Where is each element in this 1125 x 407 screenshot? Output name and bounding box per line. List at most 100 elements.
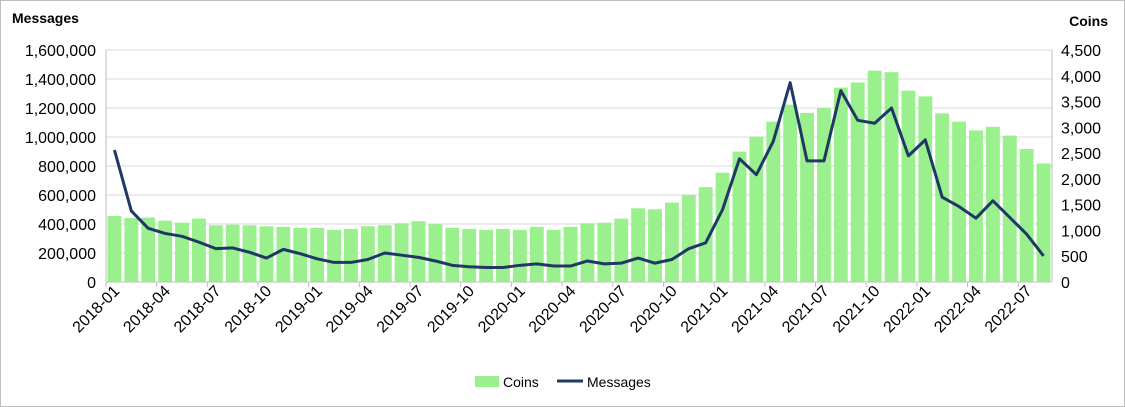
x-tick-label: 2018-04 bbox=[120, 283, 174, 337]
coins-bar bbox=[715, 172, 730, 282]
coins-bars bbox=[107, 70, 1051, 283]
coins-bar bbox=[158, 220, 173, 282]
coins-bar bbox=[766, 121, 781, 282]
x-tick-label: 2018-01 bbox=[70, 283, 124, 337]
left-tick-label: 800,000 bbox=[38, 159, 96, 176]
legend-coins-swatch bbox=[475, 376, 499, 387]
right-tick-label: 4,500 bbox=[1061, 43, 1101, 60]
left-tick-label: 200,000 bbox=[38, 246, 96, 263]
coins-bar bbox=[952, 121, 967, 282]
right-tick-label: 0 bbox=[1061, 275, 1070, 292]
coins-bar bbox=[918, 96, 933, 283]
coins-bar bbox=[698, 187, 713, 282]
legend-coins-label: Coins bbox=[503, 374, 539, 390]
coins-bar bbox=[191, 218, 206, 282]
coins-bar bbox=[225, 224, 240, 282]
coins-bar bbox=[141, 217, 156, 282]
coins-bar bbox=[614, 218, 629, 282]
coins-bar bbox=[783, 104, 798, 282]
messages-line-layer bbox=[113, 81, 1045, 269]
left-tick-label: 600,000 bbox=[38, 188, 96, 205]
x-tick-label: 2020-10 bbox=[627, 283, 681, 337]
coins-bar bbox=[867, 70, 882, 282]
right-tick-label: 1,500 bbox=[1061, 198, 1101, 215]
x-tick-label: 2022-01 bbox=[881, 283, 935, 337]
right-tick-label: 3,000 bbox=[1061, 120, 1101, 137]
x-tick-label: 2020-07 bbox=[577, 283, 631, 337]
left-tick-label: 1,000,000 bbox=[25, 130, 96, 147]
coins-bar bbox=[124, 218, 139, 282]
coins-bar bbox=[901, 90, 916, 283]
coins-bar bbox=[360, 226, 375, 282]
left-tick-label: 1,600,000 bbox=[25, 43, 96, 60]
coins-bar bbox=[597, 222, 612, 282]
coins-bar bbox=[800, 112, 814, 282]
coins-bar bbox=[1036, 163, 1051, 282]
x-tick-label: 2019-10 bbox=[424, 283, 478, 337]
x-tick-label: 2019-04 bbox=[323, 283, 377, 337]
x-tick-label: 2021-04 bbox=[729, 283, 783, 337]
coins-bar bbox=[479, 229, 494, 282]
left-tick-label: 0 bbox=[87, 275, 96, 292]
coins-bar bbox=[327, 229, 341, 282]
right-tick-label: 3,500 bbox=[1061, 95, 1101, 112]
coins-bar bbox=[529, 226, 544, 282]
coins-bar bbox=[394, 223, 409, 282]
x-tick-label: 2021-07 bbox=[779, 283, 833, 337]
coins-bar bbox=[681, 194, 696, 282]
coins-bar bbox=[276, 226, 291, 282]
coins-bar bbox=[512, 229, 527, 282]
coins-bar bbox=[445, 227, 460, 282]
right-tick-label: 2,000 bbox=[1061, 172, 1101, 189]
legend: Coins Messages bbox=[475, 374, 651, 390]
coins-bar bbox=[208, 225, 223, 282]
right-tick-label: 4,000 bbox=[1061, 69, 1101, 86]
coins-bar bbox=[1019, 148, 1034, 282]
coins-bar bbox=[344, 228, 358, 282]
left-tick-label: 1,200,000 bbox=[25, 101, 96, 118]
x-tick-label: 2019-01 bbox=[272, 283, 326, 337]
x-tick-label: 2019-07 bbox=[374, 283, 428, 337]
x-tick-label: 2020-04 bbox=[526, 283, 580, 337]
coins-bar bbox=[749, 136, 764, 282]
coins-bar bbox=[884, 72, 899, 283]
right-tick-label: 1,000 bbox=[1061, 223, 1101, 240]
coins-bar bbox=[850, 82, 865, 282]
coins-bar bbox=[969, 130, 983, 282]
right-tick-label: 500 bbox=[1061, 249, 1088, 266]
coins-bar bbox=[546, 229, 561, 282]
coins-bar bbox=[1002, 135, 1017, 282]
left-tick-label: 400,000 bbox=[38, 217, 96, 234]
coins-bar bbox=[732, 151, 747, 282]
x-tick-label: 2020-01 bbox=[475, 283, 529, 337]
coins-bar bbox=[817, 108, 831, 282]
coins-bar bbox=[563, 226, 578, 282]
left-axis-title: Messages bbox=[12, 10, 79, 26]
legend-messages-label: Messages bbox=[587, 374, 651, 390]
coins-bar bbox=[411, 221, 426, 282]
messages-line bbox=[113, 81, 1045, 269]
coins-bar bbox=[648, 209, 662, 282]
x-tick-label: 2022-04 bbox=[931, 283, 985, 337]
x-tick-label: 2018-10 bbox=[222, 283, 276, 337]
coins-bar bbox=[428, 224, 443, 282]
x-tick-label: 2018-07 bbox=[171, 283, 225, 337]
left-tick-label: 1,400,000 bbox=[25, 72, 96, 89]
right-axis-title: Coins bbox=[1069, 13, 1108, 29]
coins-bar bbox=[462, 228, 477, 282]
x-tick-label: 2021-10 bbox=[830, 283, 884, 337]
x-tick-label: 2021-01 bbox=[678, 283, 732, 337]
coins-bar bbox=[833, 87, 848, 282]
coins-bar bbox=[985, 126, 1000, 282]
x-tick-label: 2022-07 bbox=[982, 283, 1036, 337]
coins-bar bbox=[580, 223, 595, 282]
coins-bar bbox=[107, 216, 122, 282]
coins-bar bbox=[664, 202, 679, 282]
coins-bar bbox=[175, 222, 189, 282]
coins-bar bbox=[259, 226, 274, 282]
right-tick-label: 2,500 bbox=[1061, 146, 1101, 163]
coins-bar bbox=[496, 228, 510, 282]
coins-bar bbox=[310, 227, 325, 282]
coins-bar bbox=[631, 208, 646, 282]
